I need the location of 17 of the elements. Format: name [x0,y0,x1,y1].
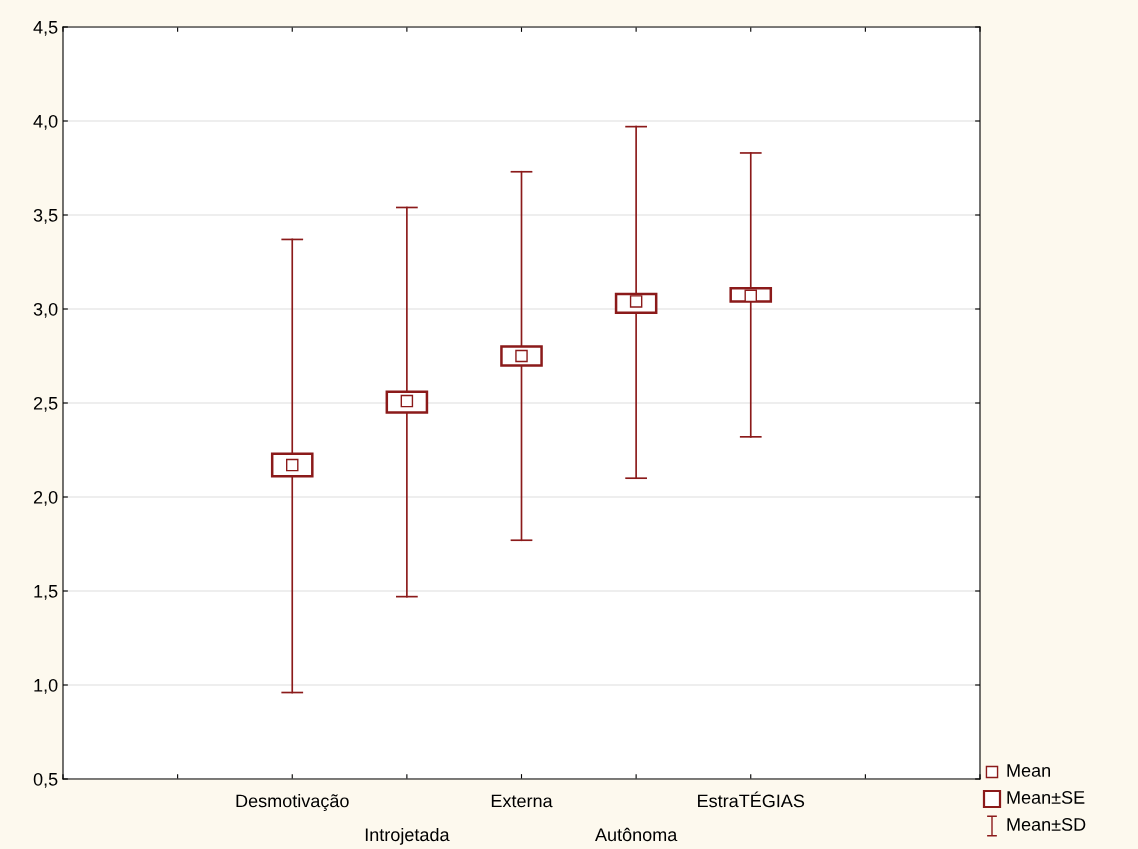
x-tick-label: Autônoma [595,827,678,842]
text: Mean [1007,764,1050,777]
y-tick-label: 2,5 [33,396,58,412]
y-tick-label: 2,0 [33,490,58,506]
x-tick-label: EstraTÉGIAS [698,791,805,808]
y-tick-label: 4,0 [33,114,58,130]
x-tick-label: Introjetada [365,827,450,845]
text: Mean±SD [1007,818,1086,831]
text: Mean±SE [1007,791,1085,804]
y-tick-label: 1,5 [34,585,58,600]
y-tick-label: 3,0 [33,302,58,318]
x-tick-label: Desmotivação [236,794,349,811]
x-tick-label: Externa [491,794,553,808]
y-tick-label: 4,5 [33,21,58,36]
y-tick-label: 3,5 [33,208,58,224]
y-tick-label: 0,5 [33,772,58,788]
y-tick-label: 1,0 [34,678,58,694]
